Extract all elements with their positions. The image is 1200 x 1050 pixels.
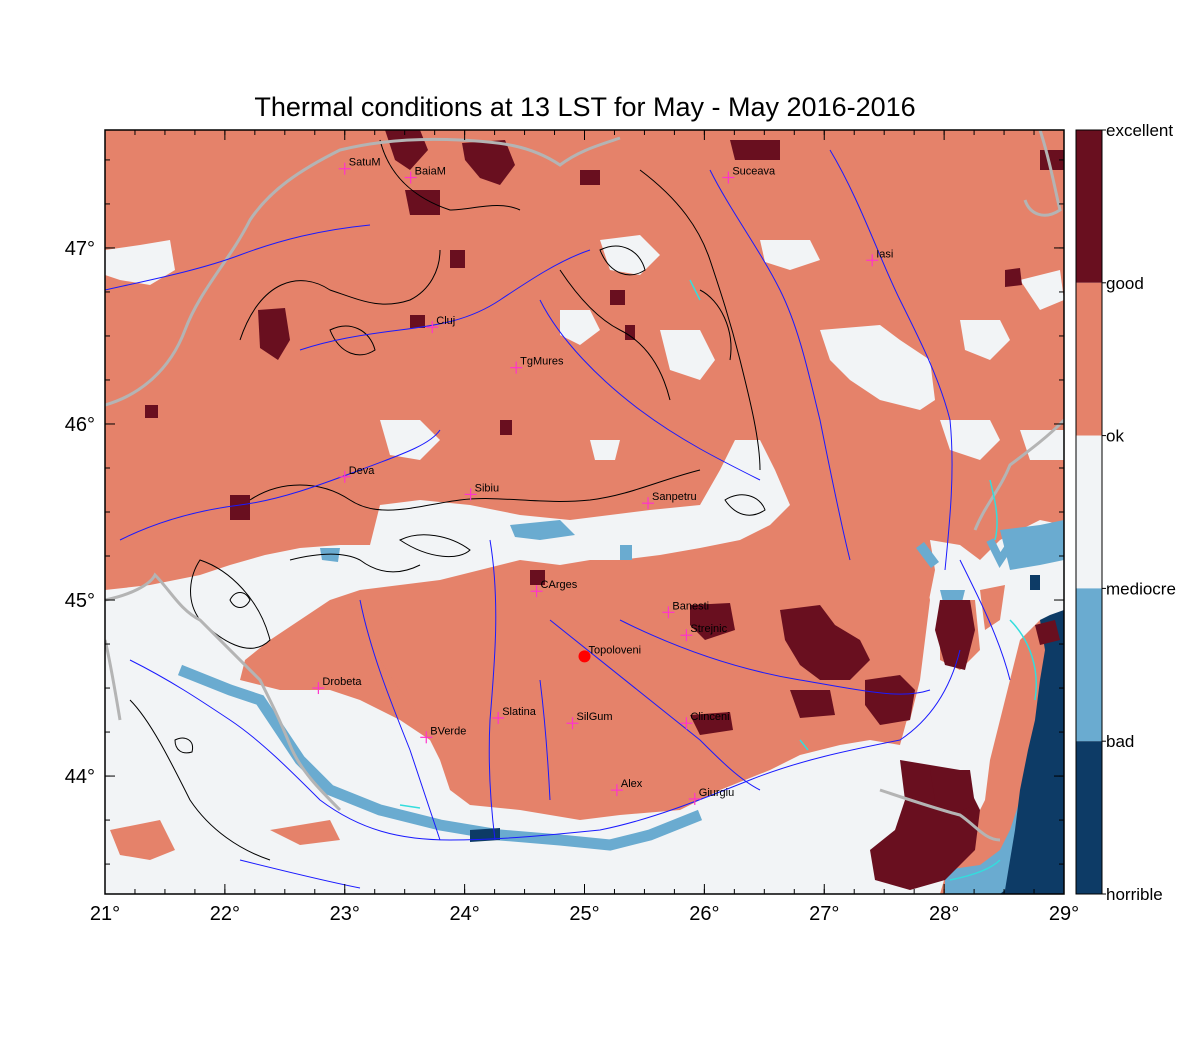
x-tick-label: 28° bbox=[929, 903, 959, 925]
map-title: Thermal conditions at 13 LST for May - M… bbox=[254, 92, 916, 122]
city-baiam: BaiaM bbox=[404, 166, 446, 184]
colorbar-label-bad: bad bbox=[1106, 732, 1134, 751]
city-drobeta: Drobeta bbox=[312, 676, 362, 695]
x-tick-label: 23° bbox=[330, 903, 360, 925]
city-giurgiu: Giurgiu bbox=[688, 787, 734, 805]
colorbar-segment bbox=[1076, 130, 1102, 283]
x-tick-label: 22° bbox=[210, 903, 240, 925]
city-label: Slatina bbox=[502, 706, 537, 718]
city-label: Suceava bbox=[732, 166, 776, 178]
colorbar-segments bbox=[1076, 130, 1102, 894]
city-suceava: Suceava bbox=[722, 166, 776, 184]
city-cluj: Cluj bbox=[426, 315, 455, 334]
colorbar-label-good: good bbox=[1106, 274, 1144, 293]
colorbar-segment bbox=[1076, 435, 1102, 589]
city-label: Drobeta bbox=[322, 676, 362, 688]
city-label: Clinceni bbox=[690, 711, 729, 723]
colorbar-segment bbox=[1076, 282, 1102, 436]
city-markers: SatuM BaiaM Suceava Iasi Cluj TgMures Deva Sibi… bbox=[312, 157, 893, 805]
colorbar-segment bbox=[1076, 588, 1102, 742]
colorbar-segment bbox=[1076, 741, 1102, 894]
colorbar-label-horrible: horrible bbox=[1106, 885, 1163, 904]
city-slatina: Slatina bbox=[492, 706, 537, 724]
colorbar-label-excellent: excellent bbox=[1106, 121, 1173, 140]
city-sibiu: Sibiu bbox=[464, 482, 499, 501]
city-label: Topoloveni bbox=[589, 644, 642, 656]
city-label: Deva bbox=[349, 465, 376, 477]
x-axis-labels: 21° 22° 23° 24° 25° 26° 27° 28° 29° bbox=[90, 903, 1079, 925]
colorbar-legend: excellent good ok mediocre bad horrible bbox=[1075, 121, 1176, 904]
x-tick-label: 25° bbox=[569, 903, 599, 925]
city-alex: Alex bbox=[610, 778, 643, 797]
city-label: Sibiu bbox=[475, 482, 499, 494]
city-label: Alex bbox=[621, 778, 643, 790]
axis-ticks bbox=[104, 130, 1065, 894]
x-tick-label: 21° bbox=[90, 903, 120, 925]
y-tick-label: 46° bbox=[65, 414, 95, 436]
city-silgum: SilGum bbox=[566, 711, 613, 730]
y-tick-label: 44° bbox=[65, 766, 95, 788]
colorbar-label-mediocre: mediocre bbox=[1106, 579, 1176, 598]
city-bverde: BVerde bbox=[420, 725, 466, 744]
city-label: Iasi bbox=[876, 248, 893, 260]
colorbar-frame bbox=[1075, 129, 1103, 895]
map-fill-layer bbox=[105, 130, 1064, 894]
mediocre-regions bbox=[105, 235, 1064, 894]
city-deva: Deva bbox=[338, 465, 376, 483]
city-clinceni: Clinceni bbox=[680, 711, 730, 730]
y-axis-labels: 47° 46° 45° 44° bbox=[65, 238, 95, 788]
city-label: CArges bbox=[541, 579, 578, 591]
highlight-point-icon bbox=[578, 650, 591, 663]
city-carges: CArges bbox=[530, 579, 578, 598]
x-tick-label: 27° bbox=[809, 903, 839, 925]
country-borders bbox=[105, 130, 1064, 842]
city-label: Sanpetru bbox=[652, 491, 697, 503]
city-label: SilGum bbox=[577, 711, 613, 723]
y-tick-label: 47° bbox=[65, 238, 95, 260]
x-tick-label: 24° bbox=[450, 903, 480, 925]
x-tick-label: 26° bbox=[689, 903, 719, 925]
excellent-regions bbox=[145, 130, 1064, 890]
elevation-contours bbox=[129, 139, 766, 861]
city-label: Strejnic bbox=[690, 623, 727, 635]
y-tick-label: 45° bbox=[65, 590, 95, 612]
city-iasi: Iasi bbox=[866, 248, 893, 267]
city-label: BVerde bbox=[430, 725, 466, 737]
lakes bbox=[399, 279, 1037, 881]
colorbar-label-ok: ok bbox=[1106, 427, 1124, 446]
colorbar-labels: excellent good ok mediocre bad horrible bbox=[1102, 121, 1176, 904]
x-tick-label: 29° bbox=[1049, 903, 1079, 925]
city-label: Cluj bbox=[436, 315, 455, 327]
city-label: Giurgiu bbox=[699, 787, 734, 799]
city-label: SatuM bbox=[349, 157, 381, 169]
city-banesti: Banesti bbox=[662, 600, 709, 619]
rivers bbox=[105, 149, 1011, 889]
city-sanpetru: Sanpetru bbox=[642, 491, 697, 510]
city-satum: SatuM bbox=[338, 157, 381, 175]
city-topoloveni: Topoloveni bbox=[578, 644, 642, 663]
city-label: BaiaM bbox=[415, 166, 446, 178]
city-label: Banesti bbox=[672, 600, 709, 612]
city-tgmures: TgMures bbox=[510, 356, 564, 374]
city-label: TgMures bbox=[520, 356, 564, 368]
city-strejnic: Strejnic bbox=[680, 623, 728, 642]
